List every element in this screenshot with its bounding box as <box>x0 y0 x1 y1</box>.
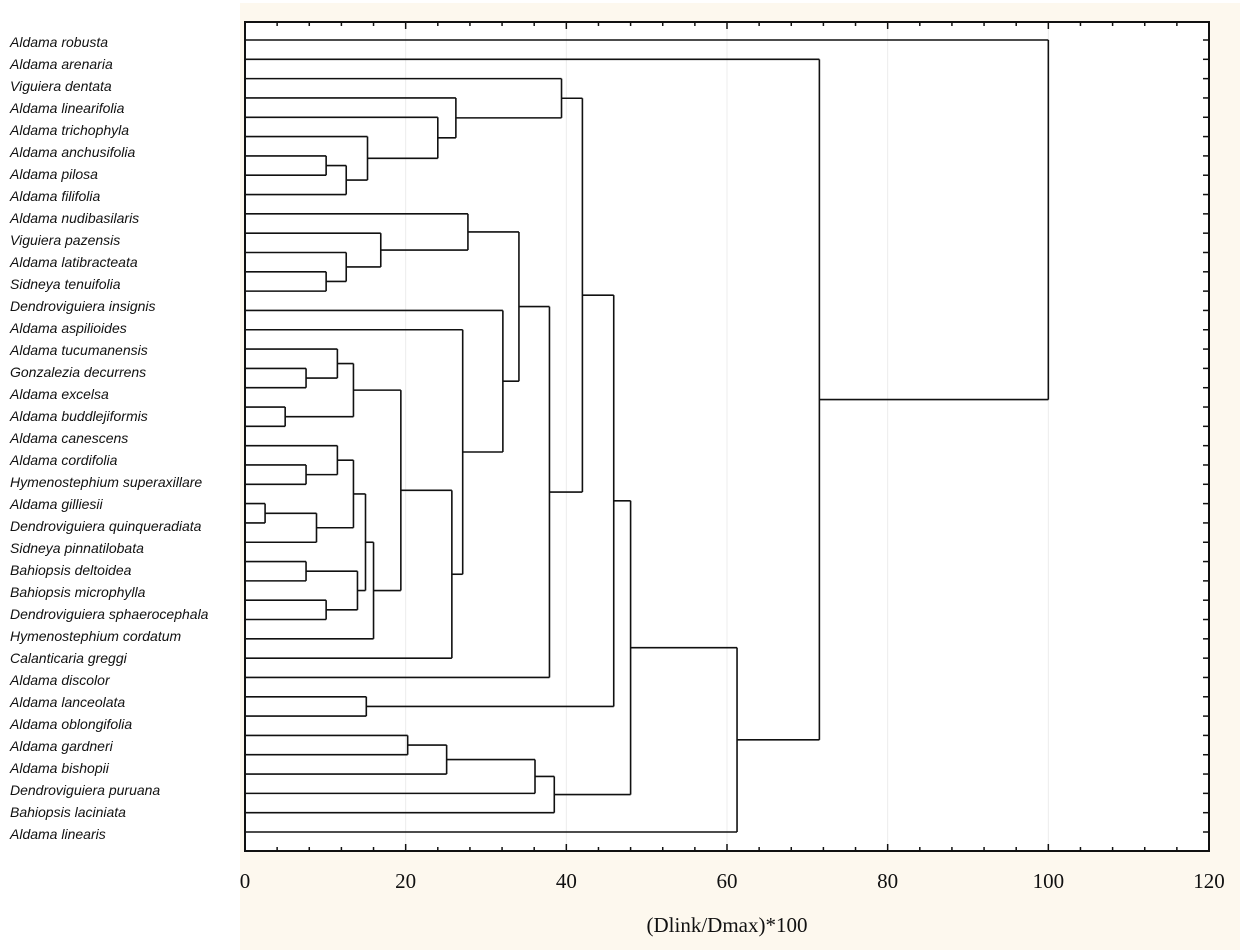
leaf-label: Aldama filifolia <box>9 188 100 204</box>
leaf-label: Aldama robusta <box>9 34 108 50</box>
leaf-label: Sidneya pinnatilobata <box>10 540 144 556</box>
x-tick-label: 120 <box>1193 869 1225 893</box>
leaf-label: Aldama canescens <box>9 430 128 446</box>
x-axis-title: (Dlink/Dmax)*100 <box>647 913 808 937</box>
leaf-label: Aldama lanceolata <box>9 694 125 710</box>
leaf-label: Hymenostephium cordatum <box>10 628 182 644</box>
x-tick-label: 40 <box>556 869 577 893</box>
leaf-label: Aldama excelsa <box>9 386 109 402</box>
leaf-label: Bahiopsis microphylla <box>10 584 146 600</box>
axis-ticks <box>244 22 1210 851</box>
leaf-label: Aldama pilosa <box>9 166 98 182</box>
leaf-label: Aldama linearis <box>9 826 106 842</box>
leaf-label: Aldama bishopii <box>9 760 110 776</box>
x-tick-label: 80 <box>877 869 898 893</box>
leaf-label: Aldama arenaria <box>9 56 113 72</box>
leaf-label: Dendroviguiera quinqueradiata <box>10 518 202 534</box>
dendrogram-branches <box>245 39 1050 833</box>
leaf-label: Sidneya tenuifolia <box>10 276 121 292</box>
leaf-label: Aldama trichophyla <box>9 122 129 138</box>
leaf-label: Aldama gilliesii <box>9 496 103 512</box>
leaf-label: Calanticaria greggi <box>10 650 128 666</box>
leaf-label: Bahiopsis laciniata <box>10 804 126 820</box>
x-tick-labels: 0 20 40 60 80 100 120 <box>240 869 1225 893</box>
leaf-label: Aldama nudibasilaris <box>9 210 139 226</box>
x-tick-label: 0 <box>240 869 251 893</box>
x-tick-label: 60 <box>717 869 738 893</box>
leaf-label: Viguiera dentata <box>10 78 112 94</box>
leaf-labels: Aldama robusta Aldama arenaria Viguiera de… <box>9 34 209 842</box>
leaf-label: Dendroviguiera insignis <box>10 298 156 314</box>
leaf-label: Bahiopsis deltoidea <box>10 562 132 578</box>
leaf-label: Aldama cordifolia <box>9 452 118 468</box>
leaf-label: Aldama tucumanensis <box>9 342 148 358</box>
leaf-label: Gonzalezia decurrens <box>10 364 146 380</box>
leaf-label: Dendroviguiera sphaerocephala <box>10 606 209 622</box>
leaf-label: Aldama aspilioides <box>9 320 127 336</box>
leaf-label: Dendroviguiera puruana <box>10 782 160 798</box>
leaf-label: Aldama linearifolia <box>9 100 125 116</box>
leaf-label: Hymenostephium superaxillare <box>10 474 202 490</box>
x-tick-label: 20 <box>395 869 416 893</box>
leaf-label: Aldama latibracteata <box>9 254 138 270</box>
leaf-label: Viguiera pazensis <box>10 232 120 248</box>
leaf-label: Aldama gardneri <box>9 738 114 754</box>
leaf-label: Aldama discolor <box>9 672 111 688</box>
x-tick-label: 100 <box>1033 869 1065 893</box>
leaf-label: Aldama buddlejiformis <box>9 408 148 424</box>
leaf-label: Aldama oblongifolia <box>9 716 132 732</box>
leaf-label: Aldama anchusifolia <box>9 144 136 160</box>
